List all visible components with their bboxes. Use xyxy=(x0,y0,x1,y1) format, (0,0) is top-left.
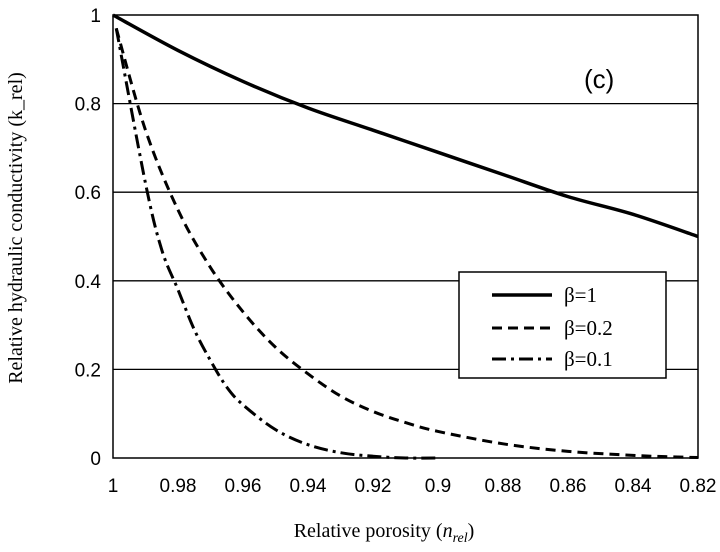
x-tick-label: 1 xyxy=(108,476,119,497)
series-line-2 xyxy=(114,28,439,460)
x-axis-title-close: ) xyxy=(468,520,475,542)
x-axis-title-var: n xyxy=(443,520,453,542)
y-tick-label: 0.2 xyxy=(75,360,101,381)
panel-label: (c) xyxy=(584,64,614,94)
series-line-0 xyxy=(112,13,699,239)
y-tick-label: 0 xyxy=(90,449,101,470)
x-tick-label: 0.98 xyxy=(160,476,197,497)
y-tick-labels: 0 0.2 0.4 0.6 0.8 1 xyxy=(75,6,102,470)
x-axis-title-text: Relative porosity ( xyxy=(294,520,443,542)
y-tick-label: 0.6 xyxy=(75,183,101,204)
legend-label-beta-0-1: β=0.1 xyxy=(564,347,613,371)
legend-box xyxy=(458,271,667,379)
x-axis-title: Relative porosity (nrel) xyxy=(294,520,475,546)
x-tick-label: 0.84 xyxy=(615,476,652,497)
x-tick-label: 0.82 xyxy=(680,476,717,497)
y-tick-label: 0.4 xyxy=(75,272,102,293)
plot-frame xyxy=(112,14,699,459)
x-tick-label: 0.92 xyxy=(355,476,392,497)
x-tick-label: 0.96 xyxy=(225,476,262,497)
x-tick-labels: 1 0.98 0.96 0.94 0.92 0.9 0.88 0.86 0.84 0.82 xyxy=(108,476,717,497)
series-lines xyxy=(112,13,699,460)
x-tick-label: 0.88 xyxy=(485,476,522,497)
legend-label-beta-1: β=1 xyxy=(564,283,597,307)
x-tick-label: 0.86 xyxy=(550,476,587,497)
x-tick-label: 0.9 xyxy=(425,476,451,497)
y-tick-label: 1 xyxy=(90,6,101,27)
x-tick-label: 0.94 xyxy=(290,476,327,497)
legend-label-beta-0-2: β=0.2 xyxy=(564,316,613,340)
series-line-1 xyxy=(114,27,699,460)
y-tick-label: 0.8 xyxy=(75,95,101,116)
y-axis-title: Relative hydraulic conductivity (k_rel) xyxy=(5,72,27,384)
x-axis-title-sub: rel xyxy=(453,531,468,546)
legend: β=1 β=0.2 β=0.1 xyxy=(458,271,667,379)
